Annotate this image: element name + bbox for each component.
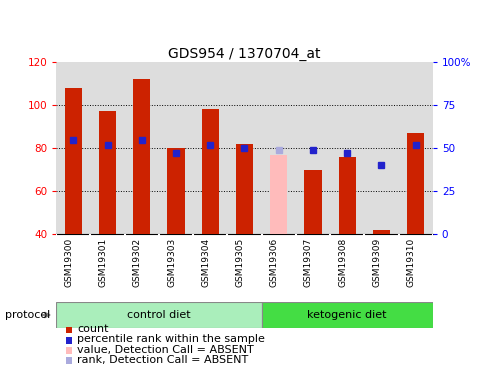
Bar xyxy=(372,230,389,234)
Text: GSM19306: GSM19306 xyxy=(269,238,278,287)
Text: GSM19304: GSM19304 xyxy=(201,238,210,287)
Bar xyxy=(406,133,423,234)
Bar xyxy=(201,110,218,234)
Text: GSM19300: GSM19300 xyxy=(64,238,73,287)
Bar xyxy=(56,302,261,328)
Bar xyxy=(304,170,321,234)
Text: GSM19303: GSM19303 xyxy=(167,238,176,287)
Text: GSM19301: GSM19301 xyxy=(99,238,107,287)
Bar xyxy=(133,79,150,234)
Bar xyxy=(338,157,355,234)
Text: value, Detection Call = ABSENT: value, Detection Call = ABSENT xyxy=(77,345,253,355)
Text: control diet: control diet xyxy=(127,310,190,320)
Bar xyxy=(235,144,253,234)
Title: GDS954 / 1370704_at: GDS954 / 1370704_at xyxy=(168,47,320,61)
Bar xyxy=(167,148,184,234)
Text: GSM19305: GSM19305 xyxy=(235,238,244,287)
Text: percentile rank within the sample: percentile rank within the sample xyxy=(77,334,264,345)
Text: count: count xyxy=(77,324,108,334)
Bar xyxy=(64,88,81,234)
Text: protocol: protocol xyxy=(5,310,50,320)
Bar xyxy=(99,111,116,234)
Text: rank, Detection Call = ABSENT: rank, Detection Call = ABSENT xyxy=(77,355,248,365)
Text: GSM19307: GSM19307 xyxy=(304,238,312,287)
Text: GSM19309: GSM19309 xyxy=(372,238,381,287)
Bar xyxy=(269,154,286,234)
Text: GSM19310: GSM19310 xyxy=(406,238,415,287)
Bar xyxy=(261,302,432,328)
Text: ketogenic diet: ketogenic diet xyxy=(307,310,386,320)
Text: GSM19302: GSM19302 xyxy=(133,238,142,287)
Text: GSM19308: GSM19308 xyxy=(338,238,346,287)
